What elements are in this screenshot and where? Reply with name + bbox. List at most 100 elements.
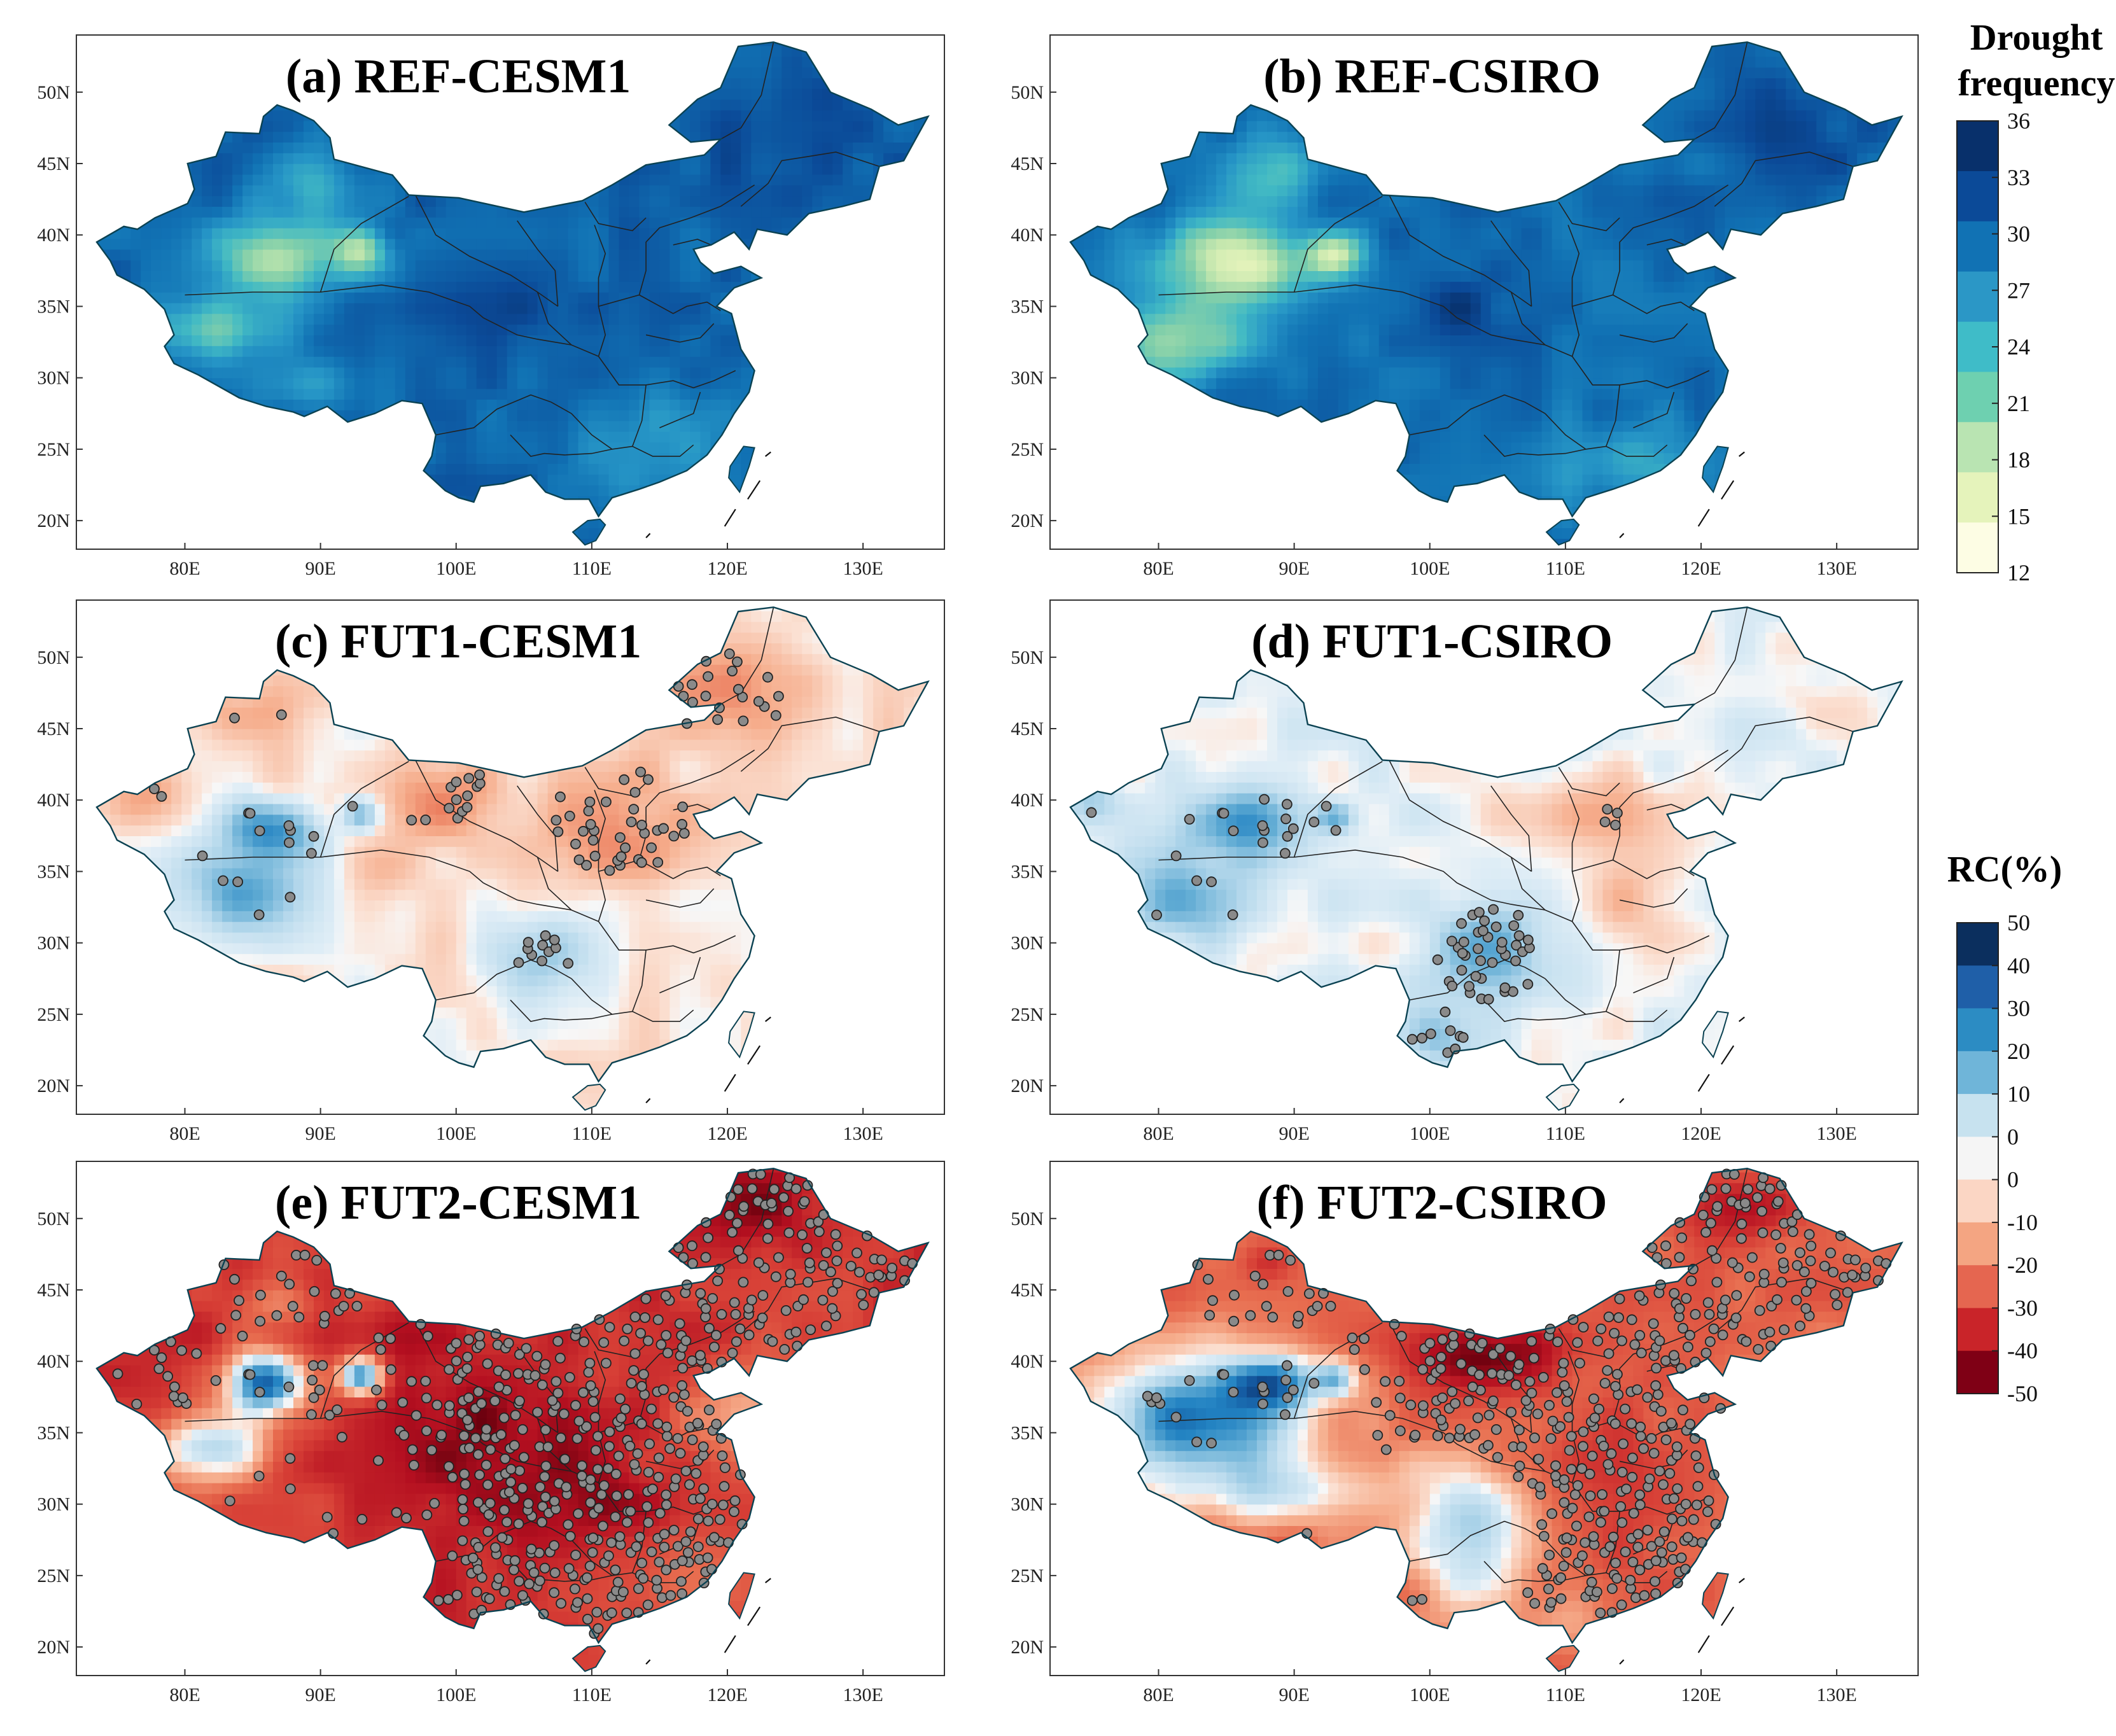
station-marker [1206, 876, 1217, 888]
station-marker [230, 1310, 242, 1321]
rc-colorbar-swatch [1957, 923, 1998, 966]
station-marker [253, 909, 265, 920]
station-marker [1206, 1438, 1217, 1449]
station-marker [232, 876, 244, 888]
station-marker [729, 1506, 739, 1517]
frequency-colorbar-swatch [1957, 472, 1998, 523]
station-marker [1151, 1392, 1162, 1403]
station-marker [635, 766, 646, 778]
station-marker [1170, 1411, 1182, 1423]
station-marker [462, 1352, 473, 1362]
station-marker [1830, 1289, 1841, 1300]
station-marker [1595, 1607, 1606, 1619]
panel-f-frame [1049, 1161, 1919, 1676]
station-marker [376, 1399, 388, 1411]
station-marker [415, 1319, 426, 1330]
station-marker [636, 1557, 647, 1569]
station-marker [1706, 1245, 1718, 1256]
station-marker [1446, 935, 1457, 947]
station-marker [711, 1418, 722, 1430]
station-marker [573, 1415, 585, 1427]
station-marker [1483, 993, 1494, 1005]
station-marker [1632, 1541, 1644, 1553]
station-marker [347, 801, 358, 812]
station-marker [1805, 1278, 1817, 1289]
station-marker [693, 1513, 704, 1525]
station-marker [462, 790, 473, 801]
station-marker [401, 1513, 412, 1523]
station-marker [697, 1441, 709, 1452]
station-marker [886, 1263, 898, 1273]
rc-colorbar-tick-label: 20 [2007, 1039, 2030, 1064]
lat-tick-label: 25N [1011, 1565, 1044, 1586]
station-marker [1394, 1425, 1406, 1436]
station-marker [1544, 1550, 1555, 1561]
station-marker [1359, 1333, 1370, 1344]
station-marker [156, 1352, 167, 1363]
station-marker [1526, 1336, 1538, 1347]
station-marker [1538, 1530, 1550, 1542]
station-marker [484, 1497, 496, 1509]
station-marker [1456, 965, 1468, 976]
frequency-colorbar-tick-label: 24 [2007, 334, 2030, 360]
station-marker [284, 1483, 296, 1495]
station-marker [1447, 981, 1458, 991]
station-marker [668, 1392, 680, 1403]
station-marker [1445, 1025, 1456, 1036]
station-marker [493, 1572, 505, 1584]
station-marker [385, 1333, 396, 1344]
station-marker [830, 1229, 841, 1240]
rc-colorbar-title: RC(%) [1947, 848, 2062, 890]
station-marker [421, 1509, 433, 1520]
station-marker [1505, 1350, 1517, 1362]
station-marker [773, 1252, 784, 1263]
station-marker [604, 1426, 615, 1438]
station-marker [695, 1288, 706, 1299]
station-marker [514, 1465, 525, 1476]
lat-tick-label: 35N [37, 1422, 70, 1443]
station-marker [1676, 1515, 1688, 1527]
station-marker [1207, 1295, 1218, 1306]
station-marker [1697, 1537, 1707, 1548]
station-marker [672, 1432, 683, 1444]
station-marker [1483, 1410, 1495, 1421]
station-marker [1648, 1318, 1659, 1329]
station-marker [503, 1338, 514, 1349]
frequency-colorbar-tick-label: 21 [2007, 391, 2030, 416]
station-marker [584, 1357, 596, 1369]
station-marker [1578, 1322, 1589, 1333]
station-marker [581, 1421, 592, 1432]
station-marker [636, 857, 647, 868]
lon-tick-label: 80E [1143, 1684, 1174, 1705]
station-marker [907, 1258, 918, 1269]
lat-tick-label: 20N [37, 1075, 70, 1096]
lon-tick-label: 120E [1681, 558, 1721, 579]
station-marker [1282, 1392, 1293, 1403]
lat-tick-label: 30N [37, 368, 70, 389]
lat-tick-label: 50N [37, 647, 70, 668]
station-marker [714, 1263, 725, 1275]
station-marker [1602, 1459, 1614, 1470]
lat-tick-label: 30N [1011, 1494, 1044, 1515]
lat-tick-label: 20N [1011, 510, 1044, 531]
station-marker [536, 1379, 548, 1390]
station-marker [706, 1564, 717, 1575]
station-marker [1312, 1301, 1323, 1312]
station-marker [540, 1491, 551, 1502]
station-marker [578, 1336, 589, 1348]
station-marker [517, 1424, 528, 1435]
station-marker [584, 796, 596, 808]
station-marker [451, 1338, 462, 1349]
station-marker [1758, 1268, 1770, 1280]
station-marker [856, 1289, 867, 1300]
station-marker [629, 787, 641, 798]
station-marker [1634, 1290, 1645, 1301]
station-marker [703, 671, 713, 682]
station-marker [1584, 1468, 1595, 1480]
station-marker [581, 860, 592, 871]
station-marker [1273, 1249, 1284, 1261]
lat-tick-label: 25N [37, 439, 70, 460]
rc-colorbar-tick-label: -30 [2007, 1295, 2038, 1320]
station-marker [732, 656, 743, 668]
station-marker [177, 1392, 188, 1403]
